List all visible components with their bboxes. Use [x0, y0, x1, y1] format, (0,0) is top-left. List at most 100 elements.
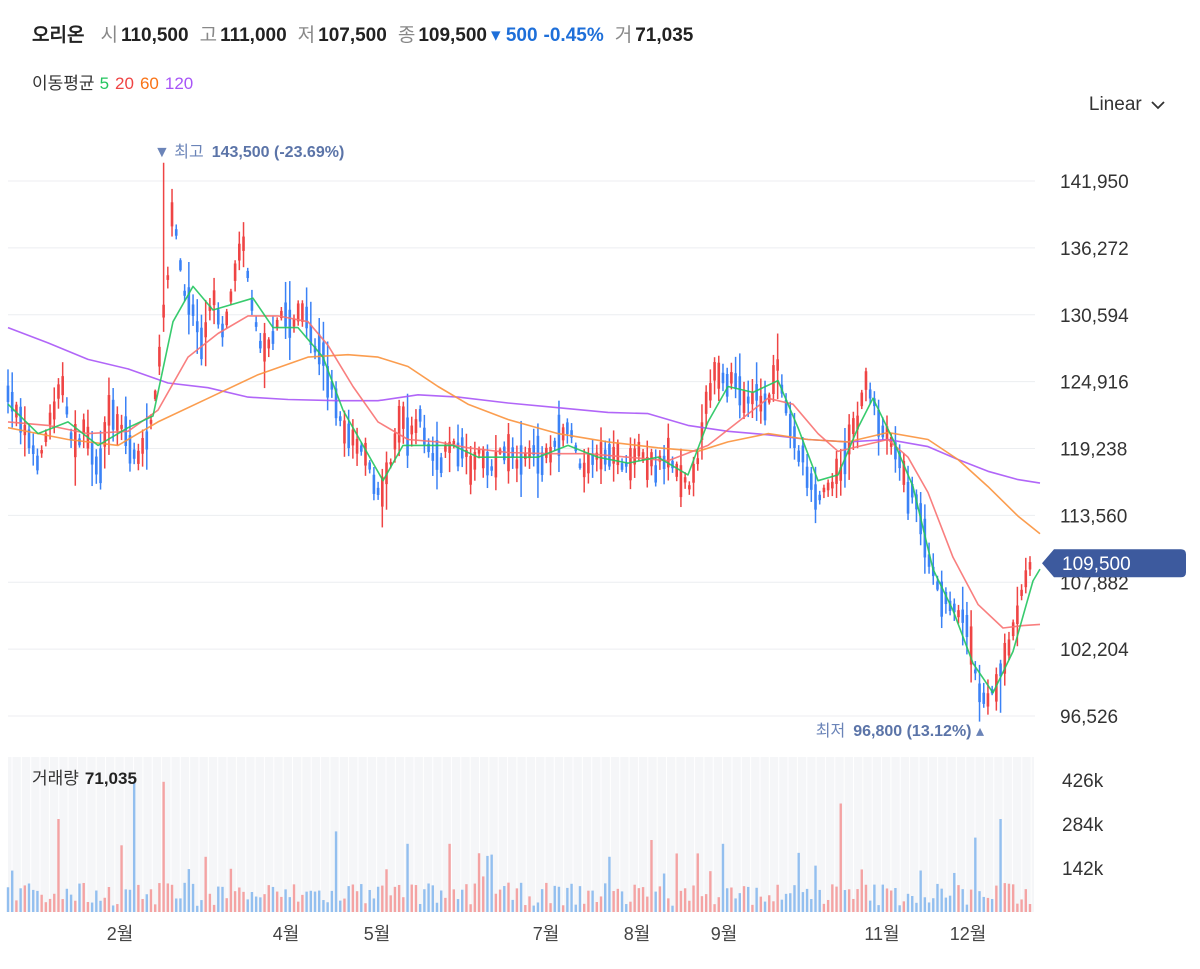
volume-bar [751, 904, 754, 912]
candle-body [431, 453, 435, 461]
candle-body [439, 457, 443, 473]
candle-body [524, 453, 527, 460]
volume-bar [330, 890, 334, 912]
volume-bar [410, 884, 413, 912]
price-tick-label: 124,916 [1060, 373, 1129, 394]
volume-title-value: 71,035 [85, 769, 137, 788]
candle-body [713, 362, 716, 381]
candle-body [746, 396, 750, 404]
volume-bar [890, 890, 893, 912]
candle-body [355, 438, 359, 454]
volume-bar [1003, 883, 1006, 912]
candle-body [162, 304, 165, 318]
volume-bar [587, 890, 590, 912]
candle-body [200, 327, 203, 360]
candle-body [982, 692, 986, 704]
volume-bar [961, 889, 964, 912]
candle-body [717, 362, 721, 389]
high-marker-icon: ▼ [154, 144, 174, 161]
volume-bar [847, 889, 851, 912]
candle-body [898, 452, 901, 469]
volume-bar [734, 898, 737, 912]
volume-bar [74, 900, 77, 912]
volume-bar [32, 889, 35, 912]
volume-title: 거래량 71,035 [32, 769, 137, 788]
candle-body [128, 435, 132, 464]
volume-bar [515, 888, 519, 912]
volume-bar [625, 904, 628, 912]
volume-bar [717, 897, 720, 912]
candle-body [170, 202, 174, 227]
volume-bar [313, 891, 317, 912]
candle-body [667, 437, 670, 468]
volume-bar [835, 886, 838, 912]
volume-bar [662, 873, 666, 912]
candle-body [418, 408, 422, 422]
candle-body [132, 449, 136, 459]
price-tick-label: 107,882 [1060, 573, 1129, 594]
candle-body [486, 451, 489, 476]
ma5-legend[interactable]: 5 [99, 74, 110, 93]
volume-bars [6, 781, 1032, 912]
volume-bar [885, 888, 889, 912]
candle-body [1020, 589, 1023, 596]
volume-bar [19, 888, 22, 912]
low-value: 107,500 [318, 25, 387, 46]
volume-bar [957, 885, 960, 912]
volume-bar [650, 840, 653, 912]
volume-bar [116, 904, 119, 912]
candle-body [364, 442, 367, 466]
volume-bar [339, 900, 342, 912]
volume-bar [932, 898, 935, 912]
volume-bar [494, 893, 498, 912]
volume-bar [999, 819, 1002, 912]
time-axis: 2월 4월 5월 7월 8월 9월 11월 12월 [107, 924, 987, 944]
volume-bar [936, 883, 939, 912]
volume-bar [254, 896, 258, 912]
candle-body [776, 359, 779, 371]
ma60-legend[interactable]: 60 [139, 74, 159, 93]
candle-body [44, 433, 48, 442]
high-annotation: ▼ 최고 143,500 (-23.69%) [154, 143, 344, 161]
high-annotation-label: 최고 [174, 143, 203, 161]
candle-body [145, 431, 149, 450]
candle-body [629, 448, 632, 481]
high-value: 111,000 [220, 25, 287, 46]
volume-bar [107, 887, 111, 912]
candle-body [587, 454, 590, 474]
volume-tick-label: 426k [1062, 771, 1104, 792]
volume-bar [414, 885, 418, 912]
volume-bar [679, 890, 683, 912]
candle-body [961, 609, 965, 623]
volume-bar [376, 886, 380, 912]
ma20-legend[interactable]: 20 [115, 74, 134, 93]
volume-bar [318, 890, 321, 912]
volume-bar [469, 904, 472, 912]
volume-bar [911, 896, 914, 912]
candle-body [15, 404, 18, 418]
volume-bar [1028, 904, 1032, 912]
volume-bar [69, 894, 73, 912]
volume-bar [364, 903, 367, 912]
ma120-legend[interactable]: 120 [164, 74, 194, 93]
volume-bar [877, 905, 880, 912]
volume-bar [179, 898, 182, 912]
candle-body [410, 425, 414, 435]
volume-bar [944, 897, 948, 912]
candle-body [969, 626, 973, 665]
volume-bar [65, 888, 69, 912]
volume-bar [27, 883, 31, 912]
volume-bar [288, 897, 291, 912]
candle-body [490, 466, 493, 471]
volume-bar [334, 831, 338, 912]
volume-bar [204, 856, 207, 912]
candle-body [107, 395, 111, 426]
candle-body [1007, 639, 1011, 656]
volume-bar [730, 887, 733, 912]
volume-bar [591, 890, 594, 912]
candle-body [444, 444, 447, 452]
volume-bar [927, 902, 931, 912]
scale-toggle[interactable]: Linear [1089, 94, 1166, 116]
